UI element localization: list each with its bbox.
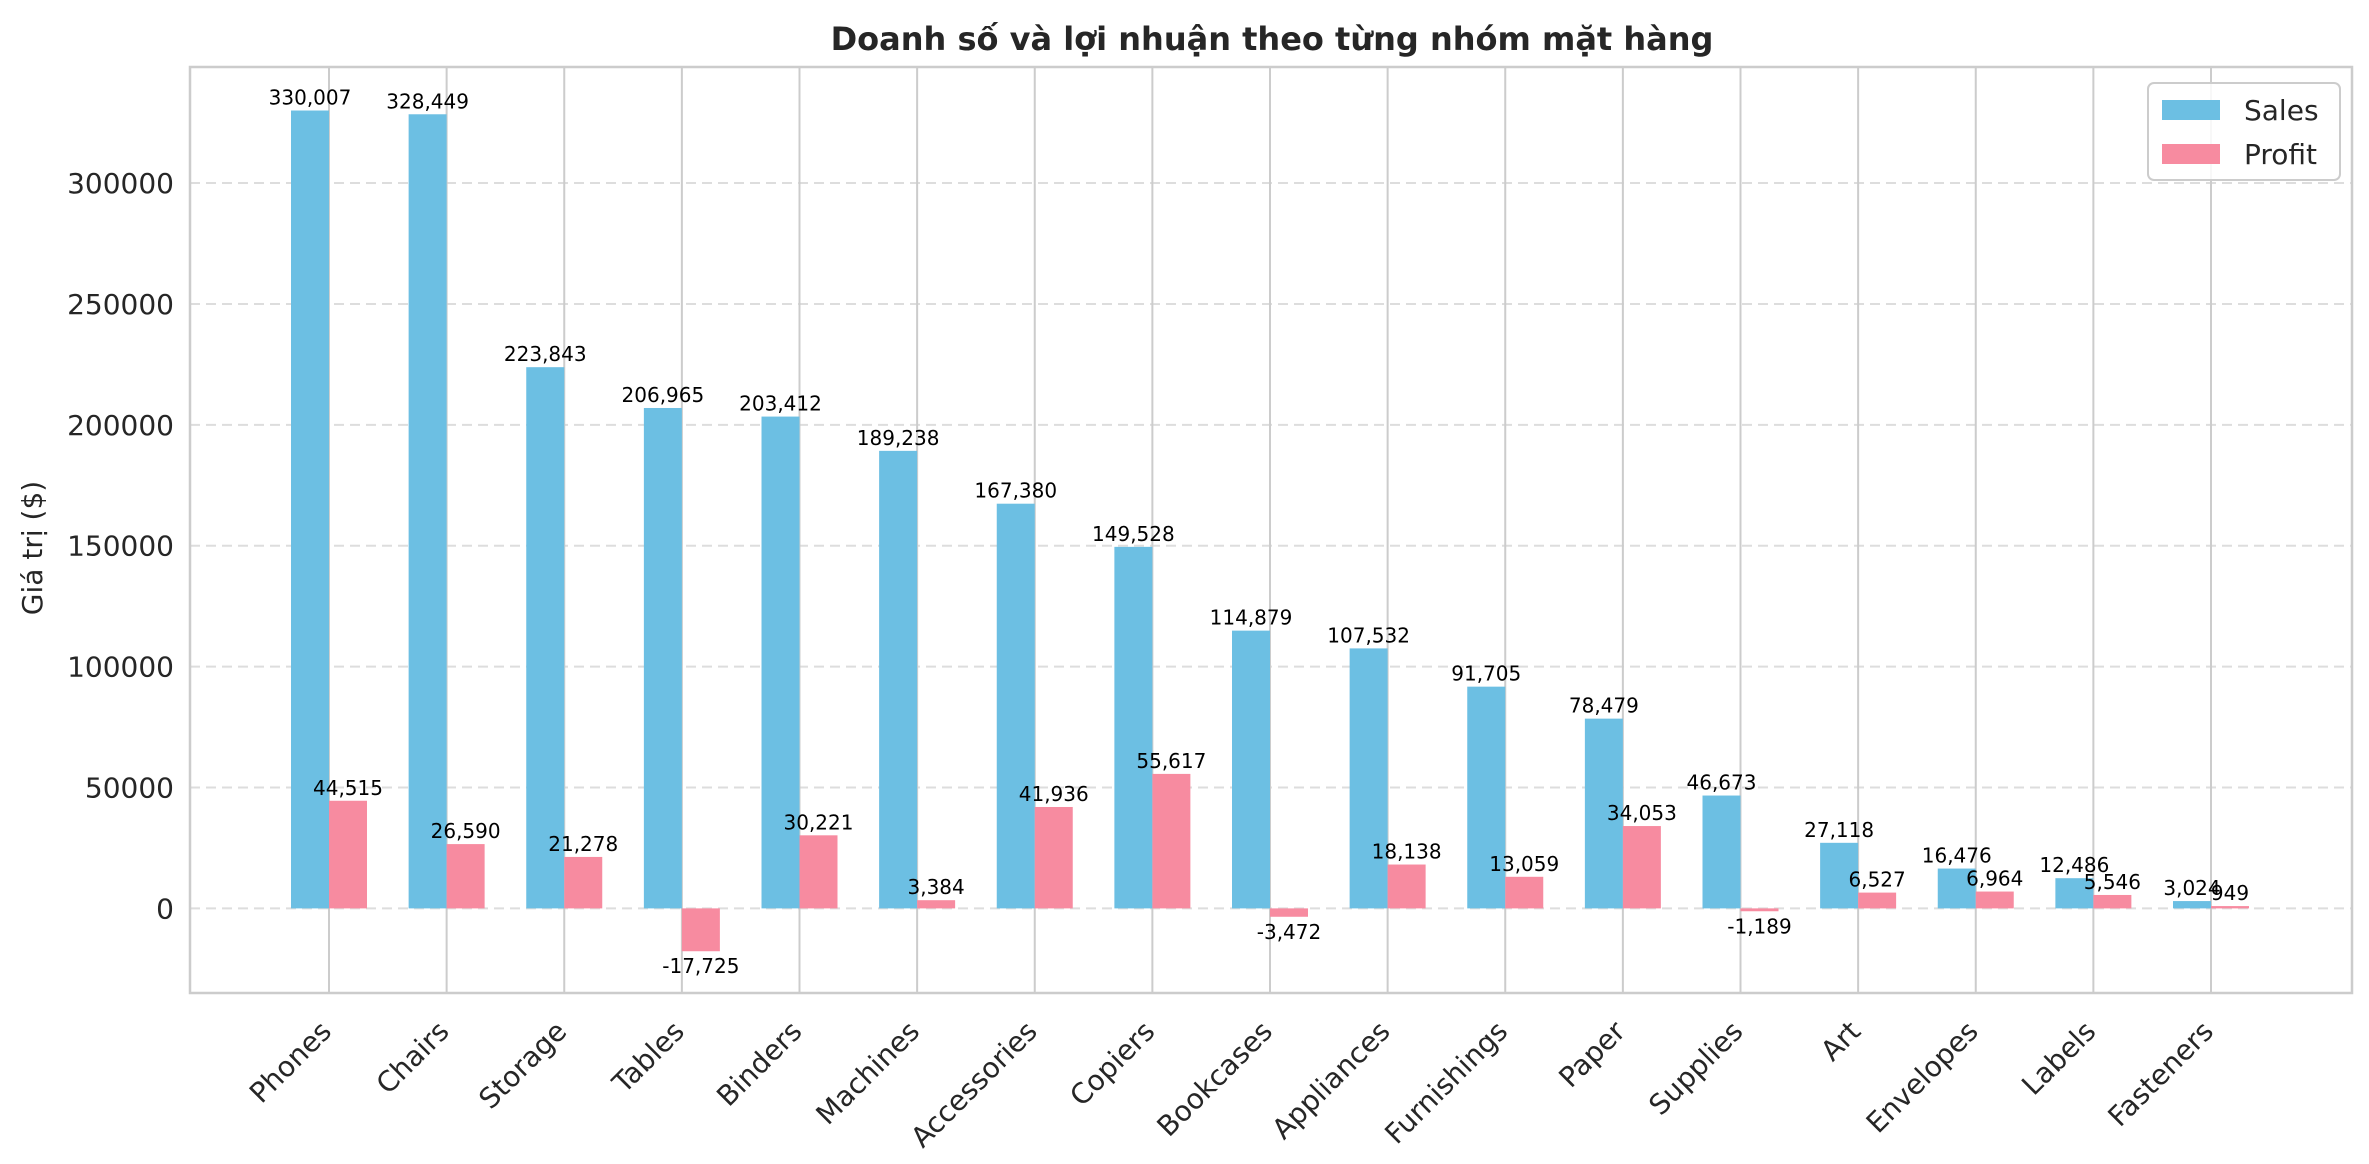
sales-bar bbox=[1114, 546, 1153, 909]
y-tick-label: 0 bbox=[156, 892, 174, 925]
legend-label-sales: Sales bbox=[2244, 94, 2319, 127]
profit-bar bbox=[1740, 908, 1779, 912]
profit-bar bbox=[2211, 906, 2249, 909]
sales-value-label: 114,879 bbox=[1210, 606, 1293, 630]
sales-value-label: 12,486 bbox=[2039, 853, 2109, 877]
sales-bar bbox=[1937, 868, 1976, 909]
sales-bar bbox=[1702, 795, 1741, 909]
plot-frame bbox=[188, 65, 2354, 995]
sales-bar bbox=[408, 114, 447, 909]
sales-value-label: 330,007 bbox=[269, 86, 352, 110]
profit-value-label: -1,189 bbox=[1727, 914, 1791, 938]
sales-value-label: 16,476 bbox=[1922, 844, 1992, 868]
sales-bar bbox=[1467, 686, 1506, 909]
chart-title: Doanh số và lợi nhuận theo từng nhóm mặt… bbox=[831, 20, 1714, 58]
profit-value-label: 41,936 bbox=[1019, 782, 1089, 806]
profit-bar bbox=[1270, 908, 1308, 917]
y-tick-label: 300000 bbox=[67, 167, 174, 200]
profit-bar bbox=[446, 844, 485, 909]
profit-bar bbox=[1034, 806, 1073, 909]
sales-value-label: 107,532 bbox=[1327, 623, 1410, 647]
sales-value-label: 27,118 bbox=[1804, 818, 1874, 842]
sales-bar bbox=[996, 503, 1035, 909]
profit-bar bbox=[1505, 876, 1544, 909]
profit-value-label: 13,059 bbox=[1489, 852, 1559, 876]
legend-label-profit: Profit bbox=[2244, 138, 2317, 171]
profit-bar bbox=[1975, 891, 2014, 909]
sales-value-label: 328,449 bbox=[386, 89, 469, 113]
profit-bar bbox=[564, 856, 603, 909]
y-axis-label: Giá trị ($) bbox=[16, 481, 49, 615]
y-tick-label: 150000 bbox=[67, 530, 174, 563]
sales-bar bbox=[2173, 901, 2211, 909]
profit-value-label: 26,590 bbox=[431, 819, 501, 843]
profit-value-label: 30,221 bbox=[784, 810, 854, 834]
y-tick-label: 250000 bbox=[67, 288, 174, 321]
profit-bar bbox=[681, 908, 720, 952]
sales-value-label: 149,528 bbox=[1092, 522, 1175, 546]
profit-value-label: 5,546 bbox=[2084, 870, 2141, 894]
sales-bar bbox=[879, 450, 918, 909]
profit-value-label: 55,617 bbox=[1136, 749, 1206, 773]
profit-value-label: 44,515 bbox=[313, 776, 383, 800]
sales-value-label: 91,705 bbox=[1451, 662, 1521, 686]
legend-swatch-sales bbox=[2162, 100, 2220, 120]
legend: Sales Profit bbox=[2147, 82, 2341, 181]
profit-value-label: -3,472 bbox=[1257, 920, 1321, 944]
sales-bar bbox=[1232, 630, 1270, 909]
bar-labels-layer: 330,007 328,449 223,843 206,965 203,412 189,2… bbox=[269, 86, 2249, 979]
profit-bar bbox=[1858, 892, 1897, 909]
sales-bar bbox=[1584, 718, 1623, 909]
profit-bar bbox=[1622, 826, 1661, 909]
sales-value-label: 3,024 bbox=[2163, 876, 2220, 900]
legend-swatch-profit bbox=[2162, 144, 2220, 164]
profit-bar bbox=[917, 900, 956, 909]
profit-bar bbox=[1387, 864, 1426, 909]
profit-bar bbox=[799, 835, 838, 909]
sales-bar bbox=[291, 110, 329, 909]
profit-bar bbox=[2093, 894, 2132, 909]
y-tick-label: 200000 bbox=[67, 409, 174, 442]
sales-bar bbox=[1820, 842, 1859, 909]
profit-value-label: 6,527 bbox=[1848, 868, 1905, 892]
sales-bar bbox=[1349, 648, 1388, 909]
profit-value-label: -17,725 bbox=[662, 954, 739, 978]
sales-bar bbox=[526, 367, 565, 909]
profit-value-label: 34,053 bbox=[1607, 801, 1677, 825]
sales-bar bbox=[643, 407, 682, 909]
sales-value-label: 167,380 bbox=[974, 479, 1057, 503]
profit-value-label: 21,278 bbox=[548, 832, 618, 856]
sales-value-label: 206,965 bbox=[622, 383, 705, 407]
sales-value-label: 189,238 bbox=[857, 426, 940, 450]
sales-value-label: 46,673 bbox=[1687, 771, 1757, 795]
sales-value-label: 223,843 bbox=[504, 342, 587, 366]
profit-bar bbox=[329, 800, 367, 909]
sales-bar bbox=[2055, 878, 2094, 909]
sales-bar bbox=[761, 416, 800, 909]
profit-value-label: 3,384 bbox=[907, 875, 964, 899]
y-tick-label: 50000 bbox=[85, 771, 174, 804]
sales-value-label: 203,412 bbox=[739, 392, 822, 416]
sales-value-label: 78,479 bbox=[1569, 694, 1639, 718]
bars-layer bbox=[291, 110, 2249, 952]
profit-value-label: 949 bbox=[2211, 881, 2249, 905]
profit-value-label: 18,138 bbox=[1372, 840, 1442, 864]
profit-bar bbox=[1152, 773, 1191, 909]
profit-value-label: 6,964 bbox=[1966, 867, 2023, 891]
y-tick-label: 100000 bbox=[67, 651, 174, 684]
